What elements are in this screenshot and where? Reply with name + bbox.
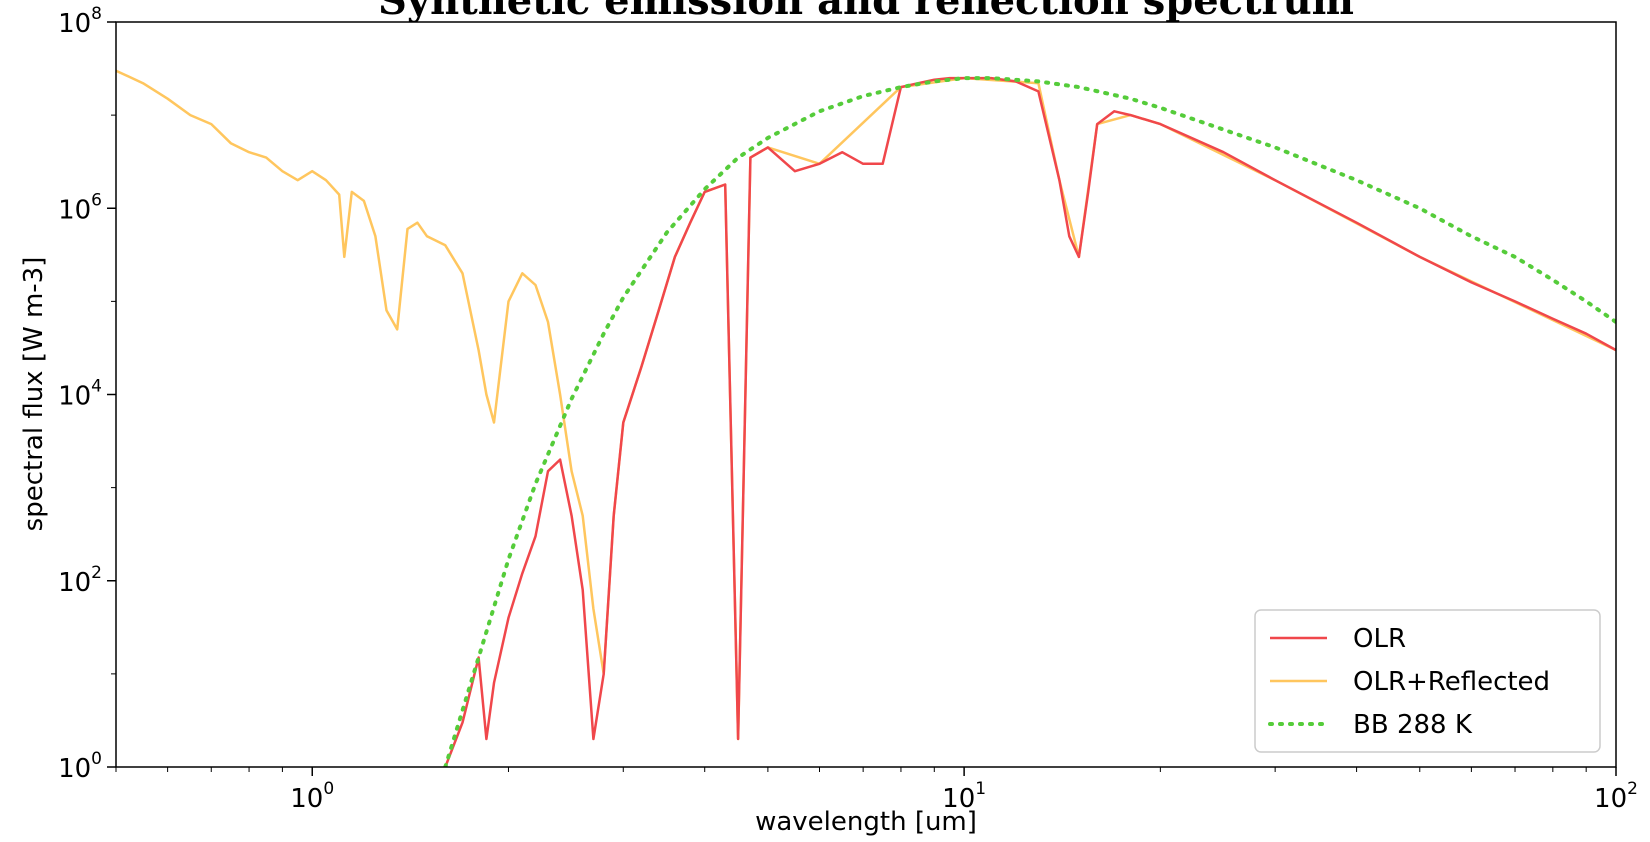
y-tick-label-4: 108 xyxy=(58,4,102,39)
legend-label-1: OLR+Reflected xyxy=(1353,667,1550,697)
series-layer xyxy=(116,69,1616,767)
y-tick-label-1: 102 xyxy=(58,563,102,598)
y-tick-label-2: 104 xyxy=(58,377,102,412)
legend-box xyxy=(1254,609,1601,753)
x-tick-label-2: 102 xyxy=(1594,779,1638,814)
chart-title: Synthetic emission and reflection spectr… xyxy=(378,0,1354,24)
legend-label-2: BB 288 K xyxy=(1353,710,1473,740)
series-line-0 xyxy=(444,76,1616,767)
y-axis-label: spectral flux [W m-3] xyxy=(19,257,49,532)
series-line-1 xyxy=(116,69,1616,741)
x-tick-label-0: 100 xyxy=(290,779,334,814)
legend-label-0: OLR xyxy=(1353,624,1406,654)
y-axis-ticks: 100 102 104 106 108 xyxy=(58,4,116,784)
y-tick-label-0: 100 xyxy=(58,749,102,784)
x-axis-label: wavelength [um] xyxy=(755,807,977,837)
x-tick-label-1: 101 xyxy=(942,779,986,814)
y-tick-label-3: 106 xyxy=(58,190,102,225)
series-line-2 xyxy=(443,76,1616,767)
x-axis-ticks: 100 101 102 xyxy=(115,767,1638,814)
legend: OLR OLR+Reflected BB 288 K xyxy=(1254,609,1601,753)
